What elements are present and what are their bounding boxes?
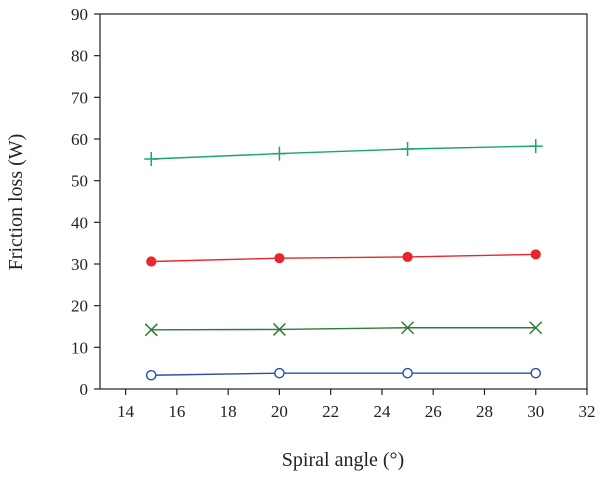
plot-frame	[99, 13, 588, 390]
y-tick-label: 20	[71, 297, 88, 316]
y-tick-label: 80	[71, 47, 88, 66]
data-point-filled-circle	[274, 253, 285, 264]
data-point-plus	[528, 139, 543, 154]
y-axis: 0 10 20 30 40 50 60 70 80 90	[71, 5, 100, 399]
data-point-filled-circle	[402, 251, 413, 263]
x-axis-title: Spiral angle (°)	[282, 449, 404, 471]
data-point-x	[144, 323, 158, 337]
x-tick-label: 16	[168, 402, 185, 421]
data-point-x	[529, 321, 543, 335]
data-point-plus	[400, 142, 415, 156]
series-line-open-circle	[151, 372, 536, 376]
y-tick-label: 10	[71, 338, 88, 357]
data-point-x	[272, 322, 286, 336]
series-line-plus	[151, 145, 536, 160]
series-layer	[144, 139, 543, 381]
x-axis: 14 16 18 20 22 24 26 28 30 32	[117, 389, 596, 421]
y-tick-label: 70	[71, 88, 88, 107]
y-tick-label: 50	[71, 172, 88, 191]
series-line-x	[151, 327, 536, 331]
x-tick-label: 32	[579, 402, 596, 421]
y-axis-title: Friction loss (W)	[5, 134, 27, 271]
x-tick-label: 18	[220, 402, 237, 421]
data-point-plus	[272, 146, 287, 161]
data-point-x	[401, 321, 415, 335]
data-point-filled-circle	[530, 249, 541, 260]
series-line-filled-circle	[151, 253, 536, 263]
data-point-filled-circle	[146, 256, 157, 267]
x-tick-label: 26	[425, 402, 442, 421]
data-point-open-circle	[274, 367, 285, 379]
x-tick-label: 28	[476, 402, 493, 421]
data-point-open-circle	[530, 367, 542, 379]
y-tick-label: 60	[71, 130, 88, 149]
x-tick-label: 14	[117, 402, 135, 421]
x-tick-label: 24	[373, 402, 391, 421]
data-point-plus	[144, 152, 159, 166]
x-tick-label: 20	[271, 402, 288, 421]
y-tick-label: 30	[71, 255, 88, 274]
y-tick-label: 0	[80, 380, 89, 399]
data-point-open-circle	[145, 369, 157, 381]
data-point-open-circle	[402, 367, 413, 379]
y-tick-label: 90	[71, 5, 88, 24]
x-tick-label: 22	[322, 402, 339, 421]
x-tick-label: 30	[527, 402, 544, 421]
y-tick-label: 40	[71, 213, 88, 232]
